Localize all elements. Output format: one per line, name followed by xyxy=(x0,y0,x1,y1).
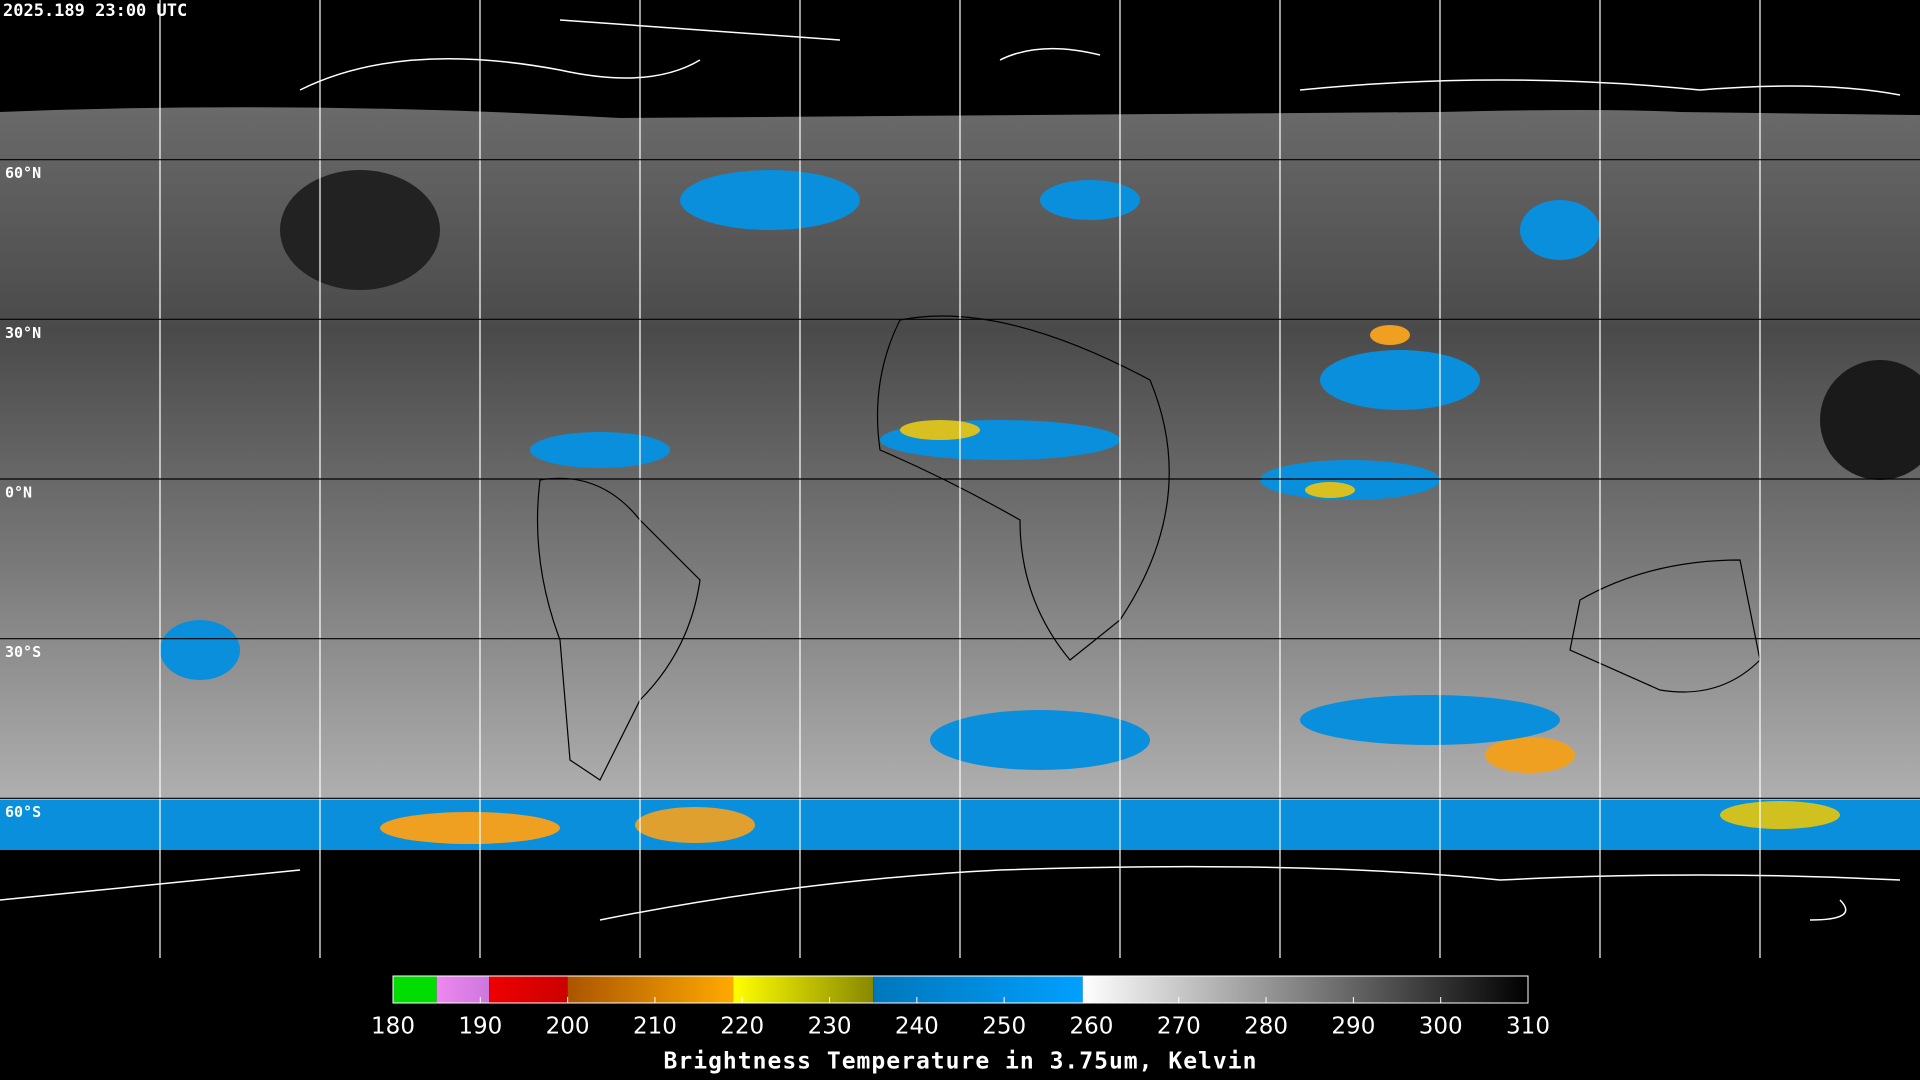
colorbar-tick-label: 200 xyxy=(546,1014,590,1040)
coastline xyxy=(536,477,701,781)
colorbar-tick-label: 300 xyxy=(1419,1014,1463,1040)
colorbar-tick-label: 180 xyxy=(371,1014,415,1040)
lat-label: 30°S xyxy=(5,643,41,661)
colorbar-tick-label: 310 xyxy=(1506,1014,1550,1040)
cold-cloud xyxy=(1720,801,1840,829)
colorbar-tick-label: 230 xyxy=(808,1014,852,1040)
colorbar-frame xyxy=(392,975,1529,1004)
coastline xyxy=(1569,559,1761,693)
colorbar-tick-label: 250 xyxy=(982,1014,1026,1040)
cold-cloud xyxy=(930,710,1150,770)
colorbar-tick-label: 260 xyxy=(1070,1014,1114,1040)
cold-cloud xyxy=(1300,695,1560,745)
colorbar-tick-label: 290 xyxy=(1331,1014,1375,1040)
map-title: 2025.189 23:00 UTC xyxy=(3,1,187,21)
cold-cloud xyxy=(635,807,755,843)
cold-cloud xyxy=(160,620,240,680)
colorbar-tick-label: 210 xyxy=(633,1014,677,1040)
cold-cloud xyxy=(530,432,670,468)
colorbar-tick-label: 240 xyxy=(895,1014,939,1040)
lat-label: 60°S xyxy=(5,803,41,821)
lat-label: 30°N xyxy=(5,324,41,342)
lat-label: 60°N xyxy=(5,164,41,182)
cold-cloud xyxy=(680,170,860,230)
cold-cloud xyxy=(380,812,560,844)
colorbar-segment xyxy=(489,976,568,1003)
cold-cloud xyxy=(1520,200,1600,260)
colorbar-tick-label: 220 xyxy=(720,1014,764,1040)
colorbar-segment xyxy=(436,976,490,1003)
coastline xyxy=(0,19,1901,921)
cold-cloud xyxy=(900,420,980,440)
colorbar-segment xyxy=(733,976,874,1003)
colorbar-tick-label: 270 xyxy=(1157,1014,1201,1040)
cold-cloud xyxy=(1370,325,1410,345)
cold-cloud xyxy=(1040,180,1140,220)
clear-sky xyxy=(280,170,440,290)
lat-label: 0°N xyxy=(5,484,32,502)
colorbar-segment xyxy=(567,976,734,1003)
clear-sky xyxy=(1820,360,1920,480)
colorbar-tick-label: 190 xyxy=(458,1014,502,1040)
cold-cloud xyxy=(1305,482,1355,498)
colorbar-tick-label: 280 xyxy=(1244,1014,1288,1040)
colorbar-segment xyxy=(393,976,437,1003)
cold-cloud xyxy=(1485,737,1575,773)
colorbar-segment xyxy=(1082,976,1528,1003)
coastline xyxy=(876,315,1170,661)
colorbar-segment xyxy=(873,976,1083,1003)
cold-cloud xyxy=(1320,350,1480,410)
colorbar-label: Brightness Temperature in 3.75um, Kelvin xyxy=(664,1049,1258,1075)
